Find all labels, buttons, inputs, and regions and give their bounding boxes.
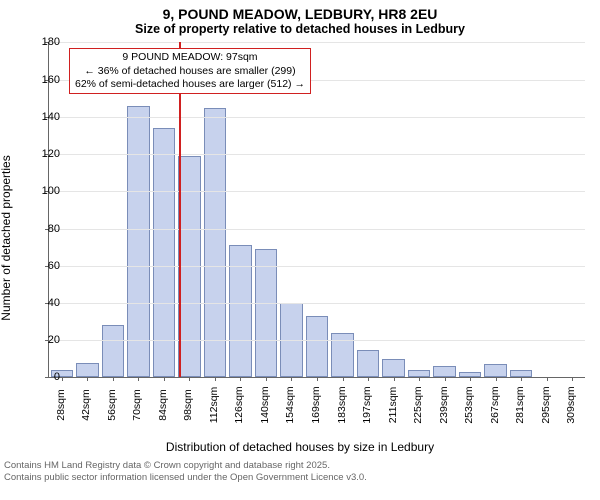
xtick-mark <box>445 377 446 381</box>
annotation-box: 9 POUND MEADOW: 97sqm← 36% of detached h… <box>69 48 311 93</box>
bar <box>255 249 277 377</box>
xtick-mark <box>419 377 420 381</box>
xtick-label: 84sqm <box>157 390 169 422</box>
xtick-label: 309sqm <box>565 387 577 424</box>
grid-line <box>49 229 585 230</box>
xtick-label: 239sqm <box>438 387 450 424</box>
xtick-label: 112sqm <box>208 387 220 424</box>
xtick-mark <box>317 377 318 381</box>
xtick-label: 140sqm <box>259 387 271 424</box>
annotation-line: ← 36% of detached houses are smaller (29… <box>75 65 305 78</box>
xtick-mark <box>113 377 114 381</box>
xtick-label: 225sqm <box>412 387 424 424</box>
xtick-label: 70sqm <box>131 390 143 422</box>
xtick-label: 295sqm <box>540 387 552 424</box>
annotation-line: 62% of semi-detached houses are larger (… <box>75 78 305 91</box>
xtick-mark <box>266 377 267 381</box>
page-subtitle: Size of property relative to detached ho… <box>0 22 600 38</box>
xtick-mark <box>394 377 395 381</box>
xtick-mark <box>496 377 497 381</box>
page-title: 9, POUND MEADOW, LEDBURY, HR8 2EU <box>0 0 600 22</box>
bar <box>357 350 379 378</box>
xtick-mark <box>470 377 471 381</box>
xtick-mark <box>368 377 369 381</box>
xtick-label: 42sqm <box>80 390 92 422</box>
bar <box>382 359 404 378</box>
xtick-mark <box>240 377 241 381</box>
credit-line-1: Contains HM Land Registry data © Crown c… <box>4 460 596 471</box>
bar <box>306 316 328 377</box>
bar <box>76 363 98 378</box>
chart-container: Number of detached properties 9 POUND ME… <box>0 38 600 438</box>
bar <box>484 364 506 377</box>
x-axis-label: Distribution of detached houses by size … <box>0 438 600 454</box>
bar <box>127 106 149 378</box>
grid-line <box>49 303 585 304</box>
xtick-label: 126sqm <box>233 387 245 424</box>
grid-line <box>49 340 585 341</box>
xtick-label: 197sqm <box>361 387 373 424</box>
y-axis-label: Number of detached properties <box>0 156 13 321</box>
ytick-label: 180 <box>34 36 60 48</box>
ytick-label: 140 <box>34 111 60 123</box>
xtick-label: 183sqm <box>336 387 348 424</box>
ytick-label: 160 <box>34 74 60 86</box>
xtick-label: 281sqm <box>514 387 526 424</box>
ytick-label: 100 <box>34 185 60 197</box>
xtick-mark <box>547 377 548 381</box>
xtick-mark <box>215 377 216 381</box>
xtick-mark <box>343 377 344 381</box>
bar <box>204 108 226 378</box>
plot-area: 9 POUND MEADOW: 97sqm← 36% of detached h… <box>48 42 585 378</box>
xtick-mark <box>138 377 139 381</box>
ytick-label: 20 <box>34 334 60 346</box>
grid-line <box>49 154 585 155</box>
credit-line-2: Contains public sector information licen… <box>4 472 596 483</box>
ytick-label: 40 <box>34 297 60 309</box>
bar <box>102 325 124 377</box>
xtick-mark <box>164 377 165 381</box>
xtick-mark <box>521 377 522 381</box>
ytick-label: 0 <box>34 371 60 383</box>
bar <box>510 370 532 377</box>
xtick-label: 253sqm <box>463 387 475 424</box>
credits: Contains HM Land Registry data © Crown c… <box>0 454 600 483</box>
xtick-label: 28sqm <box>55 390 67 422</box>
xtick-mark <box>189 377 190 381</box>
xtick-label: 267sqm <box>489 387 501 424</box>
ytick-label: 60 <box>34 260 60 272</box>
xtick-label: 154sqm <box>284 387 296 424</box>
grid-line <box>49 42 585 43</box>
xtick-label: 98sqm <box>182 390 194 422</box>
xtick-label: 56sqm <box>106 390 118 422</box>
ytick-label: 120 <box>34 148 60 160</box>
xtick-mark <box>87 377 88 381</box>
grid-line <box>49 117 585 118</box>
xtick-mark <box>291 377 292 381</box>
grid-line <box>49 266 585 267</box>
ytick-label: 80 <box>34 223 60 235</box>
xtick-mark <box>572 377 573 381</box>
bar <box>408 370 430 377</box>
annotation-line: 9 POUND MEADOW: 97sqm <box>75 51 305 64</box>
grid-line <box>49 191 585 192</box>
bar <box>433 366 455 377</box>
xtick-mark <box>62 377 63 381</box>
xtick-label: 211sqm <box>387 387 399 424</box>
xtick-label: 169sqm <box>310 387 322 424</box>
